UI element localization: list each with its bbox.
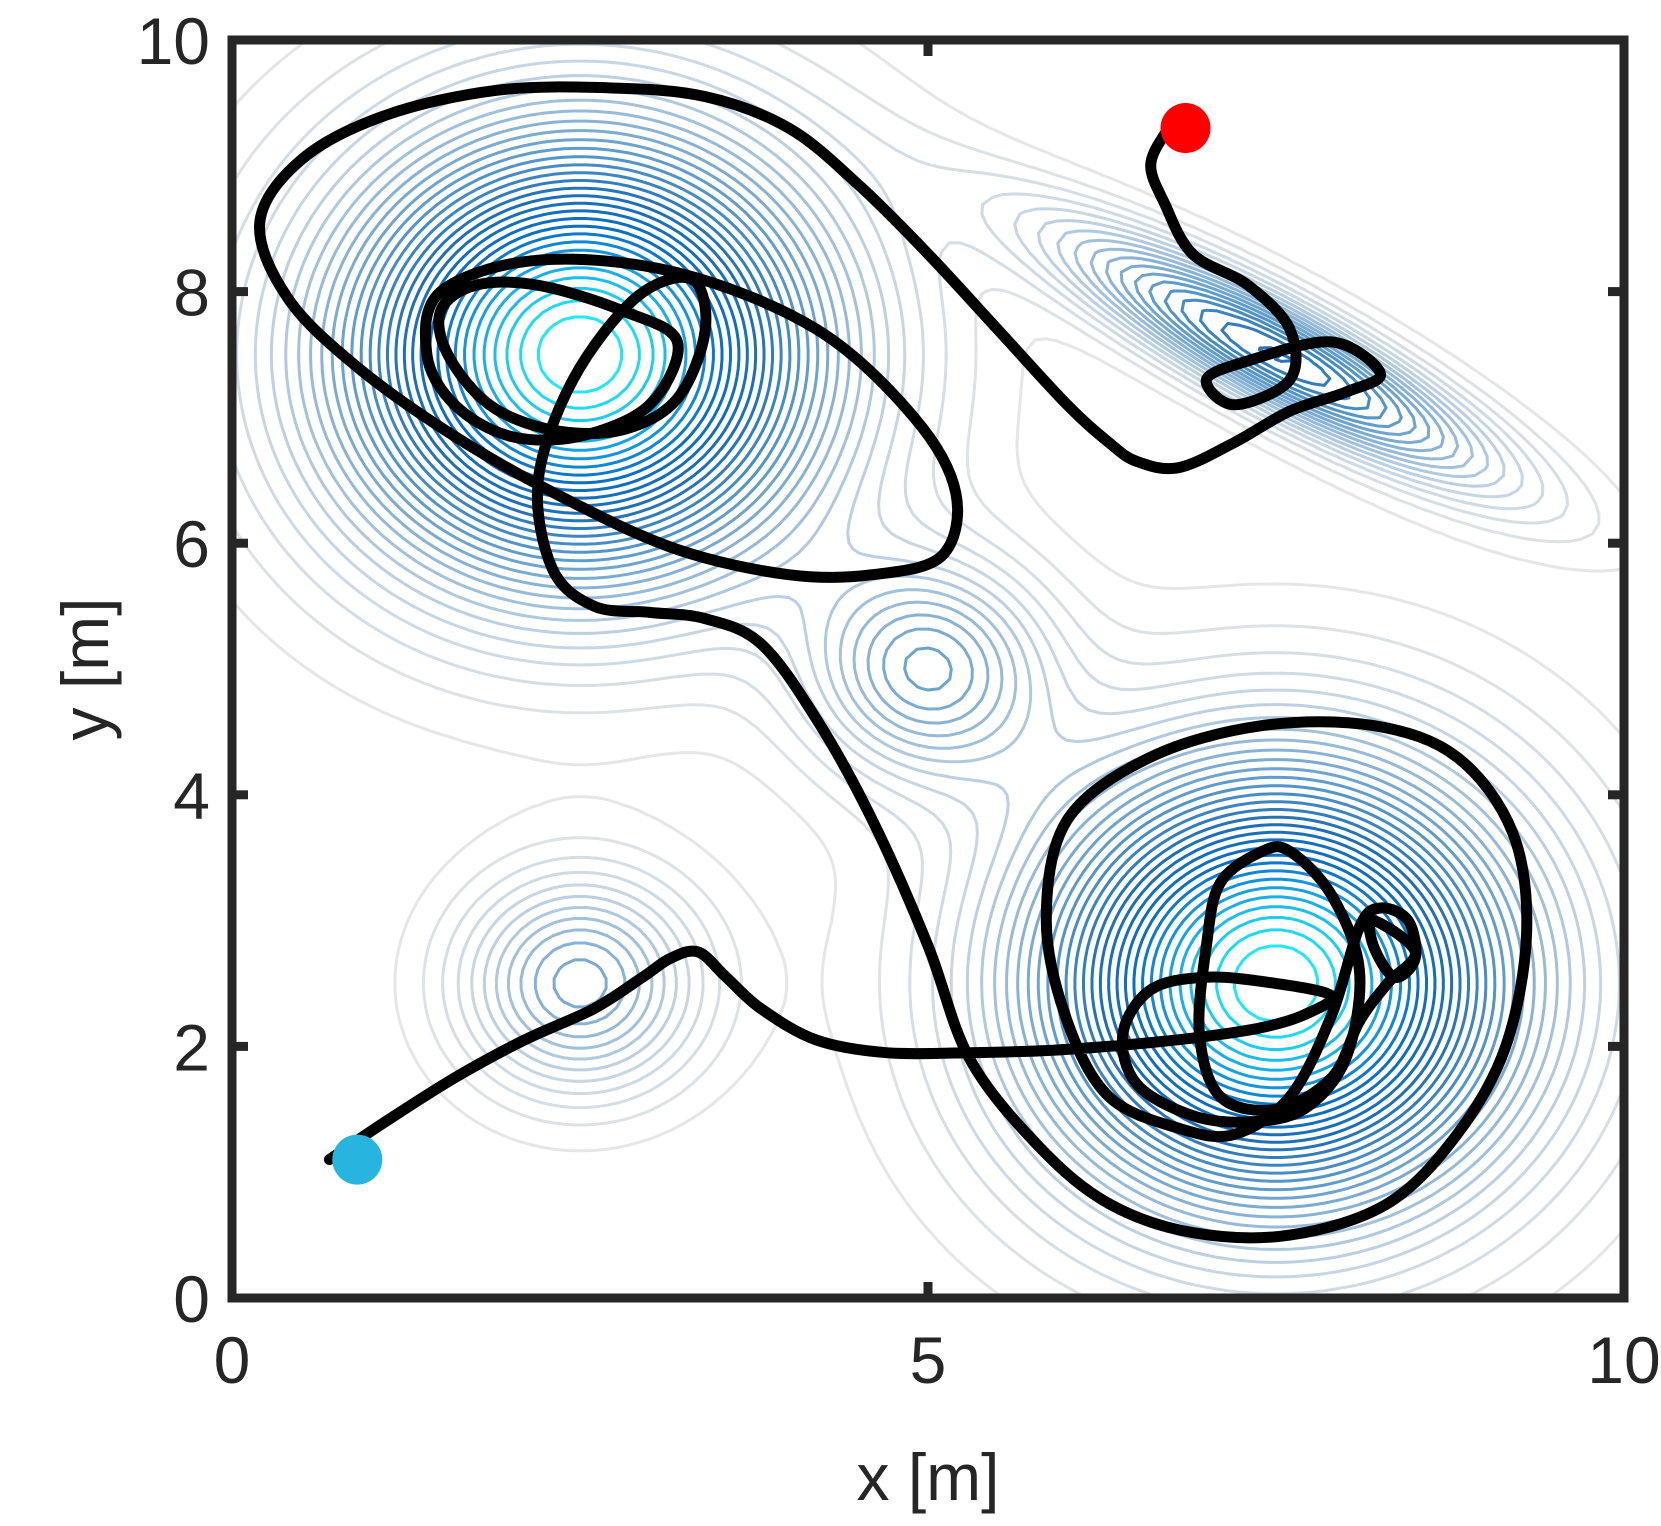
y-tick-label-4: 8 — [173, 256, 210, 330]
contour-level-20 — [411, 201, 1445, 1137]
start-marker — [332, 1134, 383, 1185]
y-tick-label-1: 2 — [173, 1010, 210, 1084]
contour-level-1 — [232, 40, 1624, 1298]
axis-tick-labels: 0 5 10 0 2 4 6 8 10 — [137, 4, 1661, 1397]
trajectory-line — [254, 81, 1533, 1244]
trajectory-layer — [254, 81, 1533, 1244]
x-axis-label: x [m] — [857, 1440, 1000, 1514]
contour-level-10 — [320, 119, 1536, 1219]
contour-level-7 — [284, 87, 1572, 1251]
contour-level-14 — [359, 155, 1497, 1183]
contour-level-2 — [232, 40, 1624, 1298]
plot-background — [232, 40, 1624, 1298]
y-tick-label-2: 4 — [173, 759, 210, 833]
contour-level-18 — [394, 186, 1462, 1152]
contour-level-17 — [386, 179, 1470, 1159]
x-tick-label-1: 5 — [910, 1323, 947, 1397]
contour-level-16 — [377, 171, 1479, 1167]
contour-level-9 — [309, 109, 1547, 1229]
x-tick-label-2: 10 — [1587, 1323, 1660, 1397]
x-tick-label-0: 0 — [214, 1323, 251, 1397]
contour-level-4 — [235, 42, 1621, 1296]
marker-layer — [332, 103, 1211, 1185]
axis-ticks — [227, 35, 1629, 1303]
end-marker — [1160, 103, 1211, 154]
y-tick-label-3: 6 — [173, 507, 210, 581]
y-tick-label-5: 10 — [137, 4, 210, 78]
contour-level-13 — [350, 146, 1506, 1192]
y-tick-label-0: 0 — [173, 1262, 210, 1336]
y-axis-label: y [m] — [48, 598, 122, 741]
